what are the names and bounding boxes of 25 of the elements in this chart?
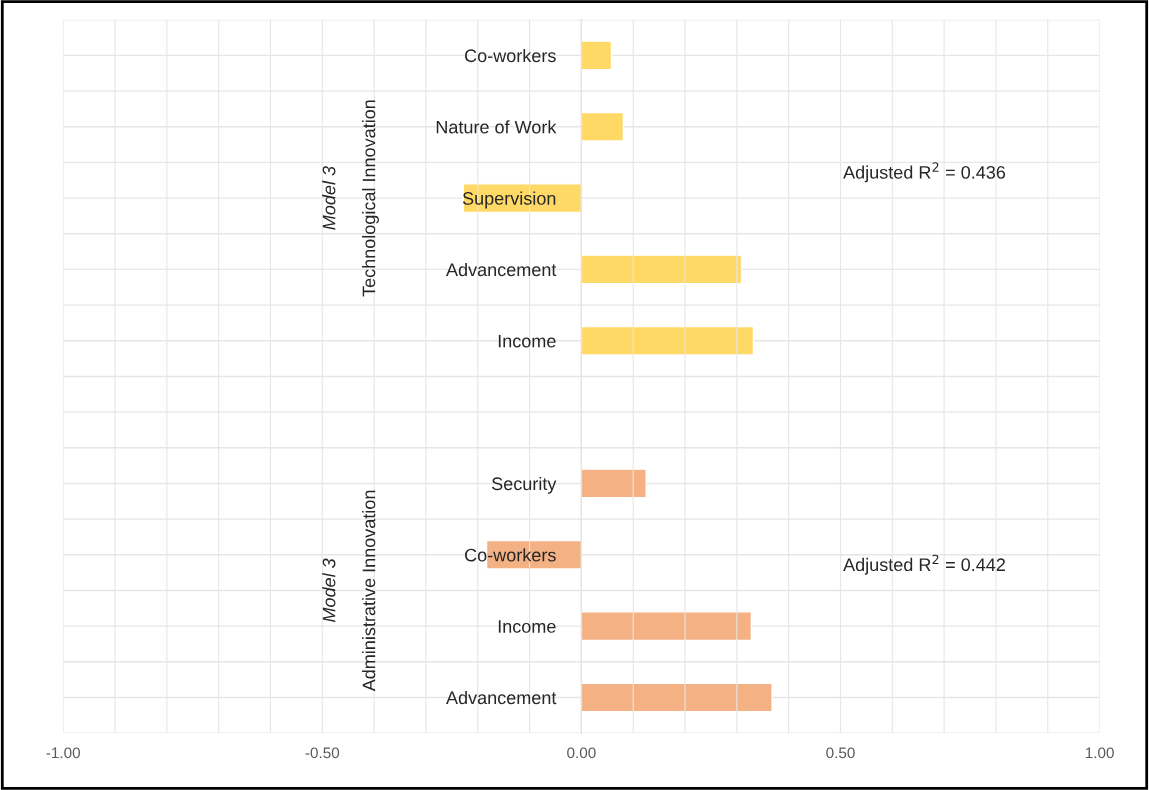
annotation: Adjusted R$^{2}$ = 0.442 <box>843 554 1005 575</box>
bar <box>580 682 773 713</box>
bar <box>580 468 647 499</box>
y-tick-label: Income <box>498 334 556 348</box>
annotation: Model 3 <box>322 558 336 623</box>
bar <box>580 611 753 642</box>
x-tick-label: -0.50 <box>305 747 340 759</box>
x-tick-label: 0.50 <box>826 747 855 759</box>
y-tick-label: Nature of Work <box>436 120 557 134</box>
annotation: Technological Innovation <box>362 100 379 297</box>
annotation: Adjusted R$^{2}$ = 0.436 <box>843 162 1006 183</box>
bar <box>580 111 625 142</box>
x-tick-label: 1.00 <box>1085 747 1114 759</box>
y-tick-label: Co-workers <box>465 48 556 63</box>
x-tick-label: 0.00 <box>567 747 596 759</box>
y-tick-label: Advancement <box>446 262 557 277</box>
annotation: Administrative Innovation <box>362 490 376 692</box>
x-tick-label: -1.00 <box>46 747 81 759</box>
y-tick-label: Security <box>491 476 557 494</box>
y-tick-label: Advancement <box>446 690 557 705</box>
y-tick-label: Income <box>498 620 556 633</box>
bar <box>580 325 755 356</box>
bar <box>580 40 613 71</box>
annotation: Model 3 <box>322 166 336 230</box>
bar <box>580 254 743 285</box>
